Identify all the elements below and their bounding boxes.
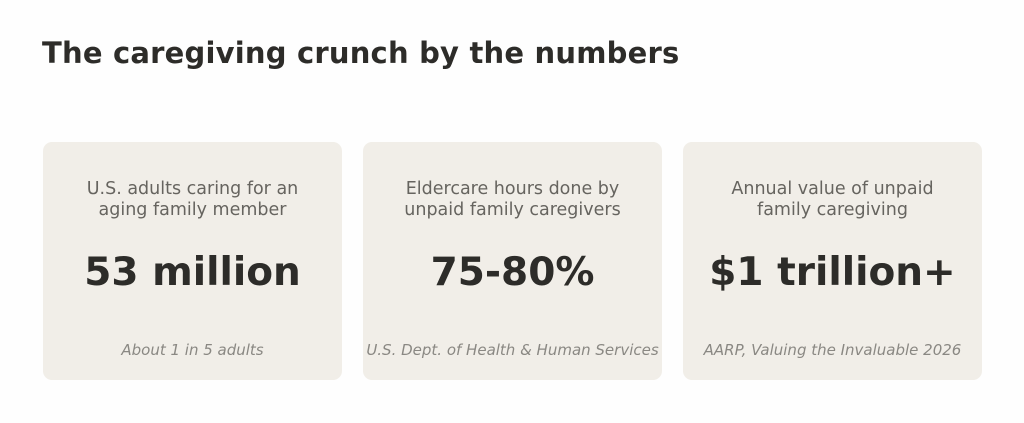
page-title: The caregiving crunch by the numbers	[42, 36, 680, 70]
stat-label: Eldercare hours done by unpaid family ca…	[373, 179, 652, 221]
stat-note: U.S. Dept. of Health & Human Services	[366, 341, 659, 359]
stat-label: U.S. adults caring for an aging family m…	[53, 179, 332, 221]
stat-label-line: aging family member	[98, 200, 287, 220]
stat-card-caregivers: U.S. adults caring for an aging family m…	[43, 142, 342, 380]
stat-label-line: unpaid family caregivers	[404, 200, 621, 220]
stat-label-line: U.S. adults caring for an	[86, 179, 299, 199]
stat-label-line: Eldercare hours done by	[405, 179, 620, 199]
stat-card-eldercare-hours: Eldercare hours done by unpaid family ca…	[363, 142, 662, 380]
stat-label-line: Annual value of unpaid	[731, 179, 934, 199]
stat-cards: U.S. adults caring for an aging family m…	[43, 142, 982, 380]
stat-note: AARP, Valuing the Invaluable 2026	[703, 341, 962, 359]
stat-label-line: family caregiving	[757, 200, 908, 220]
stat-label: Annual value of unpaid family caregiving	[693, 179, 972, 221]
stat-card-annual-value: Annual value of unpaid family caregiving…	[683, 142, 982, 380]
stat-note: About 1 in 5 adults	[121, 341, 264, 359]
stat-value: 53 million	[84, 250, 301, 295]
stat-value: 75-80%	[430, 250, 595, 295]
stat-value: $1 trillion+	[709, 250, 956, 295]
